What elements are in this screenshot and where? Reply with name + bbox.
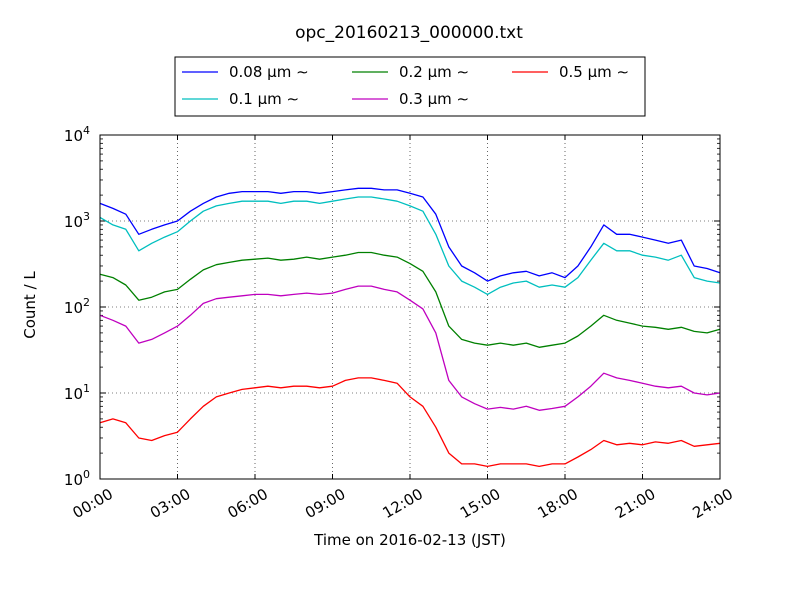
series-line-2 [99,251,721,348]
legend-box [174,56,646,117]
y-tick-label: 102 [64,296,90,317]
x-tick-label: 15:00 [457,485,503,522]
x-tick-label: 06:00 [225,485,271,522]
axes-frame [99,134,721,480]
y-tick-label: 101 [64,382,90,403]
series-line-0 [99,187,721,282]
legend-label: 0.2 μm ∼ [399,63,469,81]
x-tick-label: 18:00 [535,485,581,522]
series-line-1 [99,196,721,296]
y-tick-label: 100 [64,468,90,489]
y-tick-label: 104 [64,124,90,145]
x-tick-label: 00:00 [70,485,116,522]
x-axis-label: Time on 2016-02-13 (JST) [313,531,506,549]
x-tick-label: 09:00 [302,485,348,522]
x-tick-label: 12:00 [380,485,426,522]
x-tick-label: 03:00 [147,485,193,522]
x-tick-label: 21:00 [612,485,658,522]
legend-label: 0.1 μm ∼ [229,90,299,108]
plot-area: 00:00 03:00 06:00 09:00 12:00 15:00 18:00 21:00… [64,124,736,522]
y-tick-label: 103 [64,210,90,231]
series-line-4 [99,377,721,468]
legend-label: 0.5 μm ∼ [559,63,629,81]
series-line-3 [99,285,721,411]
chart-title: opc_20160213_000000.txt [295,23,523,43]
legend: 0.08 μm ∼ 0.1 μm ∼ 0.2 μm ∼ 0.3 μm ∼ 0.5 μm … [174,56,646,117]
legend-label: 0.3 μm ∼ [399,90,469,108]
y-axis-label: Count / L [21,271,39,339]
legend-label: 0.08 μm ∼ [229,63,309,81]
x-tick-label: 24:00 [690,485,736,522]
